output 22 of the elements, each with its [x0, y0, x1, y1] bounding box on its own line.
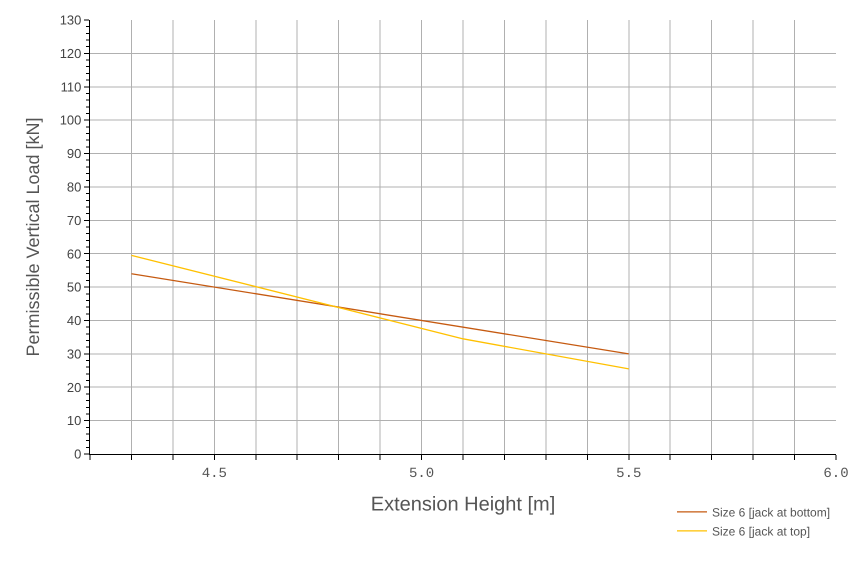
x-tick-label: 4.5 — [202, 466, 227, 482]
y-tick-label: 0 — [74, 446, 82, 462]
x-tick-label: 5.5 — [616, 466, 642, 482]
x-axis-title: Extension Height [m] — [370, 493, 556, 516]
y-tick-label: 110 — [60, 79, 82, 94]
legend-label: Size 6 [jack at top] — [712, 524, 810, 539]
x-tick-label: 5.0 — [408, 466, 434, 482]
y-tick-label: 40 — [66, 313, 82, 328]
y-tick-label: 70 — [66, 212, 82, 228]
y-axis-title: Permissible Vertical Load [kN] — [22, 117, 43, 357]
y-tick-label: 50 — [66, 280, 82, 295]
legend-label: Size 6 [jack at bottom] — [712, 506, 830, 520]
y-tick-label: 60 — [66, 246, 82, 262]
y-tick-label: 10 — [66, 413, 82, 428]
y-tick-label: 80 — [66, 179, 82, 194]
y-tick-label: 100 — [60, 112, 82, 128]
y-tick-label: 130 — [60, 12, 82, 28]
y-tick-label: 30 — [66, 346, 82, 362]
x-tick-label: 6.0 — [823, 466, 849, 482]
y-tick-label: 120 — [60, 46, 82, 61]
y-tick-label: 90 — [66, 146, 82, 162]
y-tick-label: 20 — [66, 380, 82, 395]
